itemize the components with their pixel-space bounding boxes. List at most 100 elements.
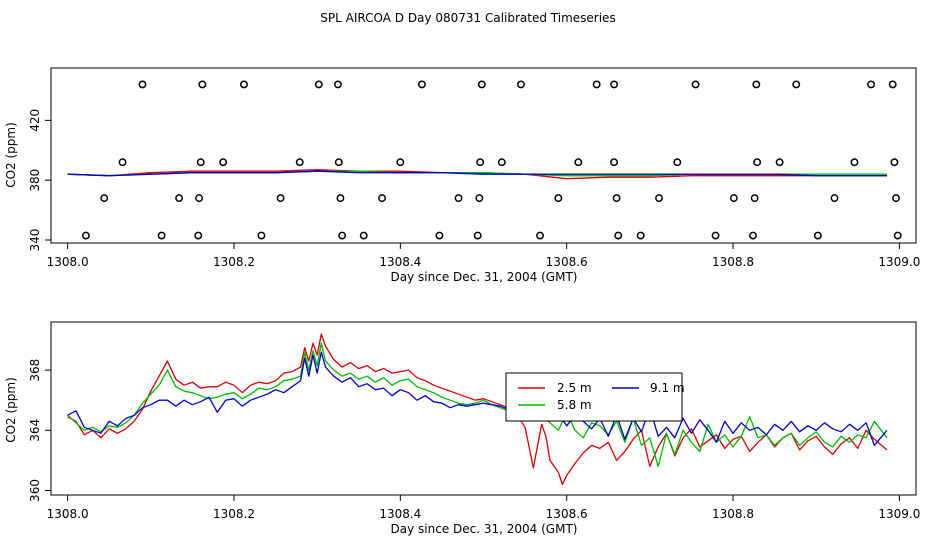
top-circle-marker — [359, 231, 368, 240]
top-plot-frame — [50, 67, 917, 244]
top-circle-marker — [752, 80, 761, 89]
top-circle-marker — [378, 194, 386, 203]
top-circle-marker — [336, 194, 345, 203]
top-x-tick-label: 1309.0 — [878, 255, 920, 269]
top-circle-marker — [850, 158, 859, 167]
top-y-axis: 340 380 420 — [28, 109, 51, 252]
top-circle-marker — [888, 80, 897, 89]
bottom-x-tick-label: 1308.6 — [546, 507, 588, 521]
bottom-x-tick-label: 1308.8 — [712, 507, 754, 521]
top-circle-marker — [614, 231, 623, 240]
top-circle-marker — [473, 231, 482, 240]
top-circle-marker — [138, 80, 147, 89]
bottom-series-line-2-5-m — [67, 333, 888, 486]
top-x-tick-label: 1308.6 — [546, 255, 588, 269]
top-circle-marker — [711, 231, 720, 240]
top-circle-marker — [333, 80, 342, 89]
top-circle-marker — [219, 158, 228, 167]
top-circle-marker — [610, 158, 619, 167]
legend-label-5-8m: 5.8 m — [557, 398, 592, 412]
top-circle-marker — [81, 231, 90, 240]
bottom-x-tick-label: 1308.4 — [379, 507, 421, 521]
top-circle-marker — [240, 80, 248, 89]
top-circle-marker — [100, 194, 109, 203]
top-circle-marker — [893, 231, 902, 240]
legend-label-2-5m: 2.5 m — [557, 381, 592, 395]
top-circle-marker — [175, 194, 184, 203]
bottom-series-line-9-1-m — [67, 351, 888, 447]
bottom-x-tick-label: 1308.2 — [213, 507, 255, 521]
top-circle-marker — [592, 80, 601, 89]
top-circle-marker — [195, 194, 203, 203]
bottom-x-axis: 1308.0 1308.2 1308.4 1308.6 1308.8 1309.0 — [47, 495, 920, 521]
top-circle-marker — [750, 194, 759, 203]
top-circle-marker — [497, 158, 506, 167]
top-circle-marker — [476, 158, 485, 167]
top-circle-marker — [157, 231, 166, 240]
top-y-tick-label: 420 — [28, 109, 42, 132]
top-circle-marker — [554, 194, 563, 203]
top-circle-marker — [276, 194, 285, 203]
top-circle-marker — [198, 80, 207, 89]
top-circle-marker — [729, 194, 738, 203]
top-circle-marker — [775, 158, 784, 167]
top-circle-marker — [435, 231, 444, 240]
top-circle-marker — [516, 80, 525, 89]
top-series-line-9-1-m — [67, 170, 887, 177]
top-circle-marker — [792, 80, 801, 89]
legend-box — [505, 372, 683, 422]
top-circle-marker — [892, 194, 900, 203]
top-circle-marker — [475, 194, 484, 203]
bottom-plot-frame — [50, 321, 917, 496]
top-y-tick-label: 340 — [28, 229, 42, 252]
top-circle-marker — [118, 158, 127, 167]
top-y-axis-label: CO2 (ppm) — [4, 122, 18, 188]
bottom-y-tick-label: 368 — [28, 359, 42, 382]
bottom-y-axis-label: CO2 (ppm) — [4, 377, 18, 443]
bottom-y-tick-label: 360 — [28, 479, 42, 502]
top-circle-marker — [574, 158, 583, 167]
bottom-x-axis-label: Day since Dec. 31, 2004 (GMT) — [391, 522, 578, 536]
legend: 2.5 m 9.1 m 5.8 m — [505, 372, 685, 422]
top-series-group — [67, 169, 887, 180]
top-circle-marker — [612, 194, 621, 203]
top-circle-marker — [830, 194, 839, 203]
top-panel: 1308.0 1308.2 1308.4 1308.6 1308.8 1309.0 340… — [4, 67, 920, 284]
top-circle-marker — [753, 158, 762, 167]
top-y-tick-label: 380 — [28, 169, 42, 192]
top-circle-marker — [691, 80, 700, 89]
top-circle-marker — [194, 231, 203, 240]
top-circle-marker — [338, 231, 347, 240]
top-circle-marker — [890, 158, 899, 167]
top-x-tick-label: 1308.4 — [379, 255, 421, 269]
top-x-tick-label: 1308.2 — [213, 255, 255, 269]
bottom-series-group — [67, 333, 888, 486]
top-circle-marker — [454, 194, 463, 203]
top-circle-marker — [396, 158, 405, 167]
top-circle-marker — [867, 80, 876, 89]
top-circle-marker — [314, 80, 323, 89]
top-circle-marker — [196, 158, 205, 167]
bottom-y-axis: 360 364 368 — [28, 359, 51, 502]
top-circle-marker — [418, 80, 426, 89]
top-circle-marker — [813, 231, 822, 240]
top-circle-marker — [536, 231, 545, 240]
top-x-tick-label: 1308.8 — [712, 255, 754, 269]
top-circle-marker — [477, 80, 486, 89]
top-circle-marker — [334, 158, 343, 167]
bottom-x-tick-label: 1308.0 — [47, 507, 89, 521]
top-circle-markers — [81, 80, 902, 240]
top-circle-marker — [610, 80, 619, 89]
bottom-y-tick-label: 364 — [28, 419, 42, 442]
top-circle-marker — [673, 158, 682, 167]
top-circle-marker — [636, 231, 645, 240]
legend-label-9-1m: 9.1 m — [650, 381, 685, 395]
chart-title: SPL AIRCOA D Day 080731 Calibrated Times… — [320, 11, 615, 25]
top-circle-marker — [257, 231, 266, 240]
top-x-axis-label: Day since Dec. 31, 2004 (GMT) — [391, 270, 578, 284]
bottom-panel: 1308.0 1308.2 1308.4 1308.6 1308.8 1309.0 360… — [4, 321, 920, 536]
top-x-axis: 1308.0 1308.2 1308.4 1308.6 1308.8 1309.0 — [47, 243, 920, 269]
top-circle-marker — [295, 158, 304, 167]
bottom-x-tick-label: 1309.0 — [878, 507, 920, 521]
